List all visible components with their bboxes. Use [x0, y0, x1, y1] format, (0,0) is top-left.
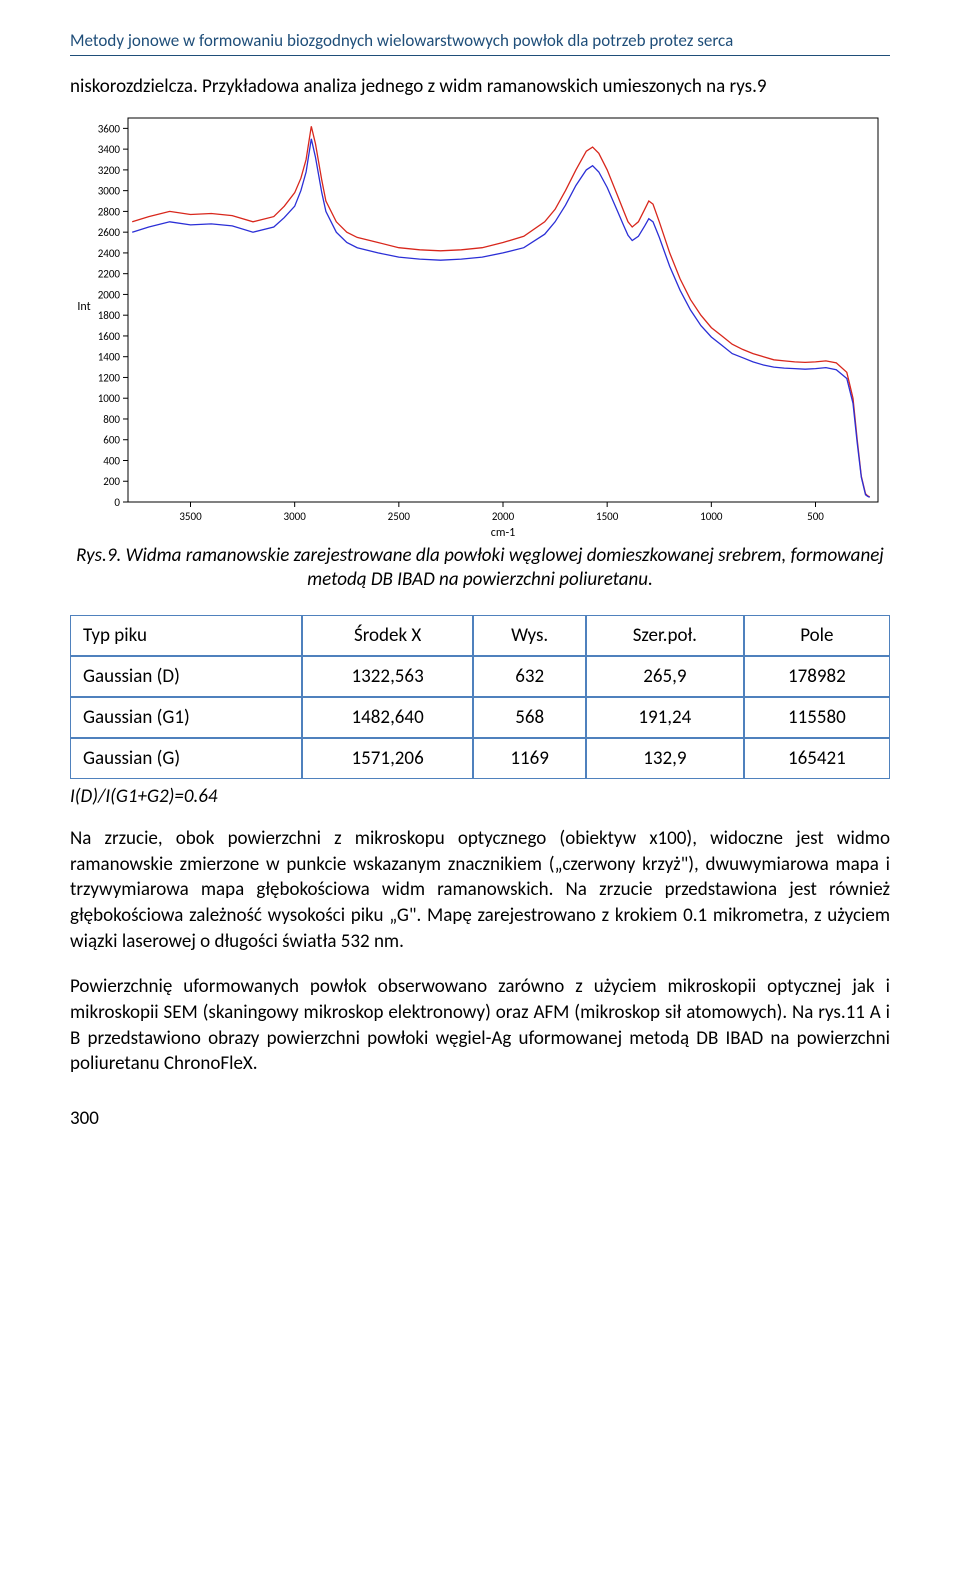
table-cell: 115580: [744, 697, 890, 738]
table-cell: 191,24: [586, 697, 744, 738]
svg-text:0: 0: [114, 496, 120, 509]
svg-text:cm-1: cm-1: [491, 526, 515, 540]
peaks-table: Typ pikuŚrodek XWys.Szer.poł.PoleGaussia…: [70, 615, 890, 779]
table-row: Gaussian (D)1322,563632265,9178982: [70, 656, 890, 697]
ratio-line: I(D)/I(G1+G2)=0.64: [70, 785, 890, 808]
svg-text:1800: 1800: [98, 309, 121, 322]
table-header-cell: Pole: [744, 615, 890, 656]
svg-text:200: 200: [103, 475, 120, 488]
table-cell: 132,9: [586, 738, 744, 779]
svg-text:1600: 1600: [98, 330, 121, 343]
svg-text:Int: Int: [77, 300, 90, 314]
svg-text:1400: 1400: [98, 350, 121, 363]
svg-text:1000: 1000: [700, 510, 723, 523]
caption-body: Widma ramanowskie zarejestrowane dla pow…: [126, 544, 884, 592]
svg-text:1500: 1500: [596, 510, 619, 523]
peaks-table-wrap: Typ pikuŚrodek XWys.Szer.poł.PoleGaussia…: [70, 615, 890, 779]
caption-prefix: Rys.9.: [76, 544, 121, 567]
svg-text:3500: 3500: [179, 510, 202, 523]
raman-chart: 0 200 400 600 800 1000 1200 1400 1600 1800 2000 220…: [70, 110, 890, 540]
table-header-cell: Środek X: [302, 615, 473, 656]
paragraph-1: Na zrzucie, obok powierzchni z mikroskop…: [70, 826, 890, 954]
running-header: Metody jonowe w formowaniu biozgodnych w…: [70, 0, 890, 55]
table-cell: 1482,640: [302, 697, 473, 738]
table-cell: 165421: [744, 738, 890, 779]
svg-text:500: 500: [807, 510, 824, 523]
table-cell: 1322,563: [302, 656, 473, 697]
svg-text:600: 600: [103, 433, 120, 446]
table-header-cell: Wys.: [473, 615, 586, 656]
table-row: Gaussian (G1)1482,640568191,24115580: [70, 697, 890, 738]
table-header-cell: Szer.poł.: [586, 615, 744, 656]
table-cell: Gaussian (G): [70, 738, 302, 779]
header-rule: [70, 55, 890, 56]
svg-text:800: 800: [103, 413, 120, 426]
svg-text:2000: 2000: [492, 510, 515, 523]
svg-text:3000: 3000: [98, 184, 121, 197]
table-cell: 178982: [744, 656, 890, 697]
table-cell: 568: [473, 697, 586, 738]
svg-text:1200: 1200: [98, 371, 121, 384]
table-cell: 1169: [473, 738, 586, 779]
table-cell: 632: [473, 656, 586, 697]
table-row: Gaussian (G)1571,2061169132,9165421: [70, 738, 890, 779]
table-cell: 265,9: [586, 656, 744, 697]
svg-text:2500: 2500: [388, 510, 411, 523]
svg-text:1000: 1000: [98, 392, 121, 405]
figure-caption: Rys.9. Widma ramanowskie zarejestrowane …: [70, 544, 890, 593]
table-cell: Gaussian (G1): [70, 697, 302, 738]
svg-text:2800: 2800: [98, 205, 121, 218]
svg-text:3400: 3400: [98, 143, 121, 156]
chart-svg: 0 200 400 600 800 1000 1200 1400 1600 1800 2000 220…: [70, 110, 890, 540]
svg-text:400: 400: [103, 454, 120, 467]
table-cell: 1571,206: [302, 738, 473, 779]
svg-text:3000: 3000: [284, 510, 307, 523]
svg-text:3600: 3600: [98, 122, 121, 135]
table-cell: Gaussian (D): [70, 656, 302, 697]
intro-text: niskorozdzielcza. Przykładowa analiza je…: [70, 74, 890, 100]
table-header-cell: Typ piku: [70, 615, 302, 656]
page-number: 300: [70, 1107, 890, 1130]
svg-text:2000: 2000: [98, 288, 121, 301]
svg-text:2400: 2400: [98, 247, 121, 260]
paragraph-2: Powierzchnię uformowanych powłok obserwo…: [70, 974, 890, 1077]
svg-text:2200: 2200: [98, 267, 121, 280]
svg-text:3200: 3200: [98, 164, 121, 177]
svg-text:2600: 2600: [98, 226, 121, 239]
